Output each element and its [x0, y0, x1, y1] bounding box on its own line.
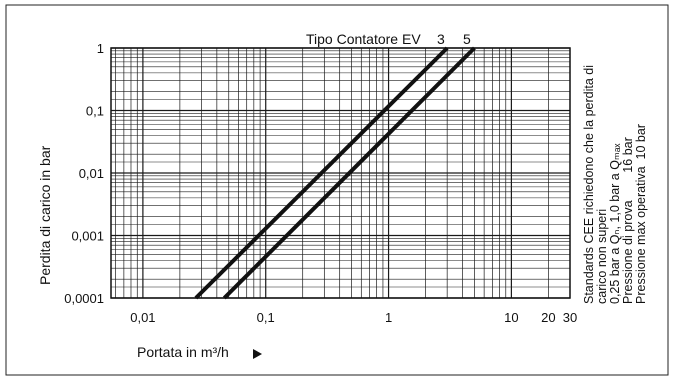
note-line-4: Pressione di prova 16 bar: [621, 137, 635, 304]
outer-frame: [5, 4, 669, 376]
note-line-3: 0,25 bar a Qₙ, 1,0 bar a Qₘₐₓ: [608, 143, 622, 304]
series-line-5: [222, 46, 476, 300]
y-tick-label: 0,1: [86, 104, 104, 119]
arrow-right-icon: [253, 349, 262, 359]
x-tick-label: 0,01: [130, 310, 155, 325]
y-tick-label: 0,001: [71, 229, 104, 244]
grid-layer: [111, 47, 571, 299]
x-tick-label: 1: [385, 310, 392, 325]
x-tick-label: 30: [563, 310, 577, 325]
note-line-5: Pressione max operativa 10 bar: [634, 124, 648, 304]
note-line-1: Standards CEE richiedono che la perdita …: [582, 65, 596, 304]
chart-title: Tipo Contatore EV: [306, 31, 421, 47]
y-tick-label: 0,0001: [64, 291, 104, 306]
side-notes: Standards CEE richiedono che la perdita …: [582, 65, 648, 304]
y-tick-labels: 1 0,1 0,01 0,001 0,0001: [64, 41, 104, 306]
series-label-3: 3: [437, 31, 445, 47]
series-label-5: 5: [463, 31, 471, 47]
y-tick-label: 1: [97, 41, 104, 56]
y-tick-label: 0,01: [79, 166, 104, 181]
x-tick-label: 0,1: [257, 310, 275, 325]
plot-frame: [110, 47, 571, 299]
x-tick-label: 20: [541, 310, 555, 325]
x-tick-labels: 0,01 0,1 1 10 20 30: [130, 310, 577, 325]
note-line-2: carico non superi: [595, 209, 609, 304]
y-axis-label: Perdita di carico in bar: [37, 145, 53, 285]
series-line-3: [194, 46, 449, 300]
x-axis-label: Portata in m³/h: [137, 344, 229, 360]
x-tick-label: 10: [504, 310, 518, 325]
series-layer: [194, 46, 476, 300]
